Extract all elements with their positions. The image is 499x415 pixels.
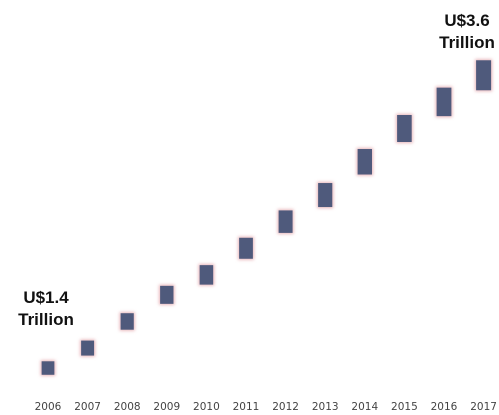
marker-2012: [278, 210, 293, 233]
x-tick-label-2007: 2007: [74, 401, 101, 413]
x-tick-label-2012: 2012: [272, 401, 299, 413]
marker-2009: [160, 285, 174, 304]
marker-2010: [199, 265, 214, 285]
x-tick-label-2006: 2006: [35, 401, 62, 413]
marker-2013: [318, 183, 333, 208]
x-tick-label-2014: 2014: [351, 401, 378, 413]
end-value-unit: Trillion: [439, 33, 495, 52]
x-tick-label-2008: 2008: [114, 401, 141, 413]
x-tick-label-2013: 2013: [312, 401, 339, 413]
marker-2014: [357, 149, 372, 175]
marker-2011: [239, 237, 253, 259]
x-tick-label-2009: 2009: [153, 401, 180, 413]
x-tick-label-2010: 2010: [193, 401, 220, 413]
end-value-label: U$3.6: [444, 11, 490, 30]
x-tick-label-2017: 2017: [470, 401, 497, 413]
marker-2008: [120, 313, 134, 330]
start-value-callout: U$1.4 Trillion: [8, 287, 84, 331]
data-markers: [40, 59, 493, 376]
marker-2015: [397, 115, 412, 142]
start-value-unit: Trillion: [18, 310, 74, 329]
x-tick-label-2016: 2016: [431, 401, 458, 413]
start-value-label: U$1.4: [23, 288, 69, 307]
x-tick-label-2011: 2011: [233, 401, 260, 413]
marker-2006: [41, 361, 55, 375]
marker-2007: [81, 340, 95, 356]
end-value-callout: U$3.6 Trillion: [429, 10, 499, 54]
marker-2017: [476, 60, 492, 91]
x-tick-label-2015: 2015: [391, 401, 418, 413]
marker-2016: [436, 87, 452, 117]
x-axis-tick-labels: 2006 2007 2008 2009 2010 2011 2012 2013 2014 2015…: [35, 401, 497, 413]
